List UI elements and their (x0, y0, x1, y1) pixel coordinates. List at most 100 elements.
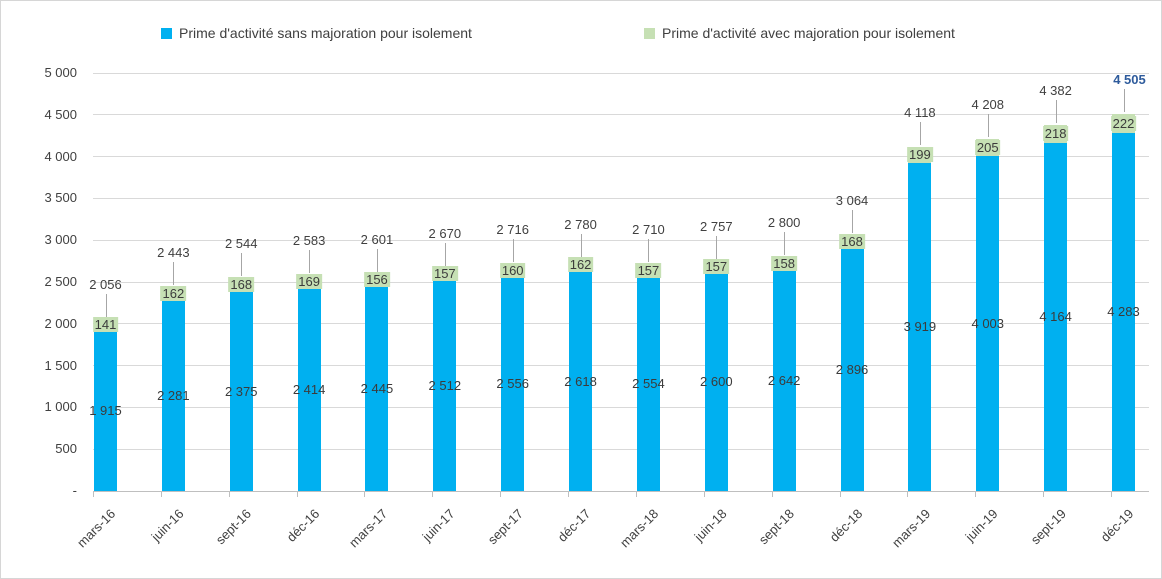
y-axis-tick-label: 1 000 (44, 399, 77, 415)
total-label-leader-line (376, 248, 378, 272)
total-label: 2 780 (564, 216, 597, 232)
value-label-sans-majoration: 1 915 (89, 402, 122, 418)
total-label-leader-line (852, 209, 854, 233)
gridline (93, 156, 1149, 158)
value-label-sans-majoration: 2 556 (496, 376, 529, 392)
total-label-leader-line (648, 239, 650, 263)
value-label-avec-majoration: 157 (431, 266, 458, 282)
bar-segment-sans-majoration (161, 300, 185, 491)
value-label-sans-majoration: 4 283 (1107, 303, 1140, 319)
bar-segment-sans-majoration (433, 280, 457, 491)
x-axis-tick (1043, 492, 1045, 497)
x-axis-category-label: déc-18 (826, 506, 866, 545)
x-axis-tick (771, 492, 773, 497)
y-axis-tick-label: 5 000 (44, 65, 77, 80)
value-label-sans-majoration: 2 281 (157, 387, 190, 403)
y-axis-tick-label: 1 500 (44, 357, 77, 373)
y-axis-tick-label: 3 500 (44, 190, 77, 206)
x-axis-category-label: sept-19 (1027, 506, 1069, 548)
x-axis-tick (160, 492, 162, 497)
x-axis-category-label: mars-17 (345, 506, 391, 551)
x-axis-category-label: juin-18 (691, 506, 730, 545)
value-label-sans-majoration: 2 600 (700, 374, 733, 390)
x-axis-category-label: juin-17 (419, 506, 458, 545)
x-axis-category-label: déc-19 (1097, 506, 1137, 545)
value-label-avec-majoration: 168 (228, 277, 255, 293)
x-axis-category-label: déc-16 (283, 506, 323, 545)
value-label-sans-majoration: 2 512 (428, 377, 462, 393)
value-label-avec-majoration: 157 (635, 262, 662, 278)
bar-segment-sans-majoration (94, 330, 117, 491)
gridline (93, 72, 1149, 74)
total-label-leader-line (1123, 89, 1125, 113)
x-axis-tick (296, 492, 298, 497)
x-axis-category-label: mars-18 (617, 506, 662, 551)
gridline (93, 197, 1149, 199)
value-label-avec-majoration: 162 (567, 257, 594, 273)
x-axis-tick (500, 492, 502, 497)
x-axis-category-label: sept-17 (484, 506, 526, 548)
total-label: 2 601 (360, 231, 394, 247)
legend-item-sans-majoration: Prime d'activité sans majoration pour is… (161, 25, 472, 41)
total-label-leader-line (987, 114, 989, 138)
value-label-avec-majoration: 222 (1110, 115, 1137, 131)
total-label: 4 505 (1113, 72, 1146, 88)
value-label-avec-majoration: 156 (364, 272, 390, 288)
bar-segment-sans-majoration (840, 248, 864, 491)
value-label-avec-majoration: 162 (160, 285, 187, 301)
bar-segment-sans-majoration (772, 270, 796, 491)
x-axis-tick (93, 492, 94, 497)
value-label-avec-majoration: 157 (703, 259, 730, 275)
total-label-leader-line (580, 233, 582, 257)
total-label-leader-line (444, 242, 446, 266)
y-axis-tick-label: 2 500 (44, 274, 77, 289)
x-axis-category-label: mars-19 (888, 506, 934, 551)
legend-label-avec-majoration: Prime d'activité avec majoration pour is… (662, 25, 955, 41)
total-label: 2 710 (632, 222, 665, 238)
y-axis-tick-label: 2 000 (44, 315, 77, 331)
x-axis-tick (975, 492, 977, 497)
value-label-sans-majoration: 2 554 (632, 376, 665, 392)
value-label-sans-majoration: 2 375 (224, 383, 258, 399)
total-label: 4 118 (904, 104, 936, 120)
y-axis-tick-label: 4 000 (44, 148, 77, 164)
bar-segment-sans-majoration (365, 286, 389, 491)
x-axis-tick (364, 492, 366, 497)
value-label-sans-majoration: 2 618 (564, 373, 597, 389)
x-axis-category-label: déc-17 (554, 506, 594, 545)
total-label-leader-line (784, 231, 786, 255)
legend-item-avec-majoration: Prime d'activité avec majoration pour is… (644, 25, 955, 41)
gridline (93, 406, 1149, 408)
gridline (93, 281, 1149, 283)
total-label: 2 757 (700, 218, 733, 234)
value-label-sans-majoration: 2 896 (835, 361, 869, 377)
x-axis-tick (432, 492, 434, 497)
x-axis-tick (635, 492, 637, 497)
gridline (93, 114, 1149, 116)
y-axis-tick-label: 500 (55, 441, 77, 457)
legend-swatch-blue (161, 27, 172, 39)
value-label-sans-majoration: 2 414 (292, 382, 326, 398)
bar-segment-sans-majoration (636, 277, 660, 491)
y-axis-tick-label: - (72, 483, 77, 498)
total-label-leader-line (716, 235, 718, 259)
x-axis-category-label: juin-16 (148, 506, 187, 545)
x-axis-tick (568, 492, 570, 497)
x-axis-tick (1111, 492, 1112, 497)
total-label: 3 064 (835, 192, 869, 208)
total-label-leader-line (173, 261, 175, 285)
bar-segment-sans-majoration (908, 163, 932, 491)
total-label: 2 544 (224, 236, 258, 252)
x-axis-category-label: mars-16 (74, 506, 119, 551)
value-label-avec-majoration: 169 (296, 274, 322, 290)
total-label-leader-line (105, 294, 107, 318)
total-label: 2 443 (157, 244, 190, 260)
total-label: 2 056 (89, 277, 122, 293)
value-label-avec-majoration: 158 (771, 255, 798, 271)
bar-segment-sans-majoration (976, 156, 1000, 491)
total-label-leader-line (919, 121, 921, 145)
value-label-avec-majoration: 205 (974, 139, 1001, 155)
bar-segment-sans-majoration (229, 292, 253, 491)
bar-segment-sans-majoration (297, 289, 321, 491)
